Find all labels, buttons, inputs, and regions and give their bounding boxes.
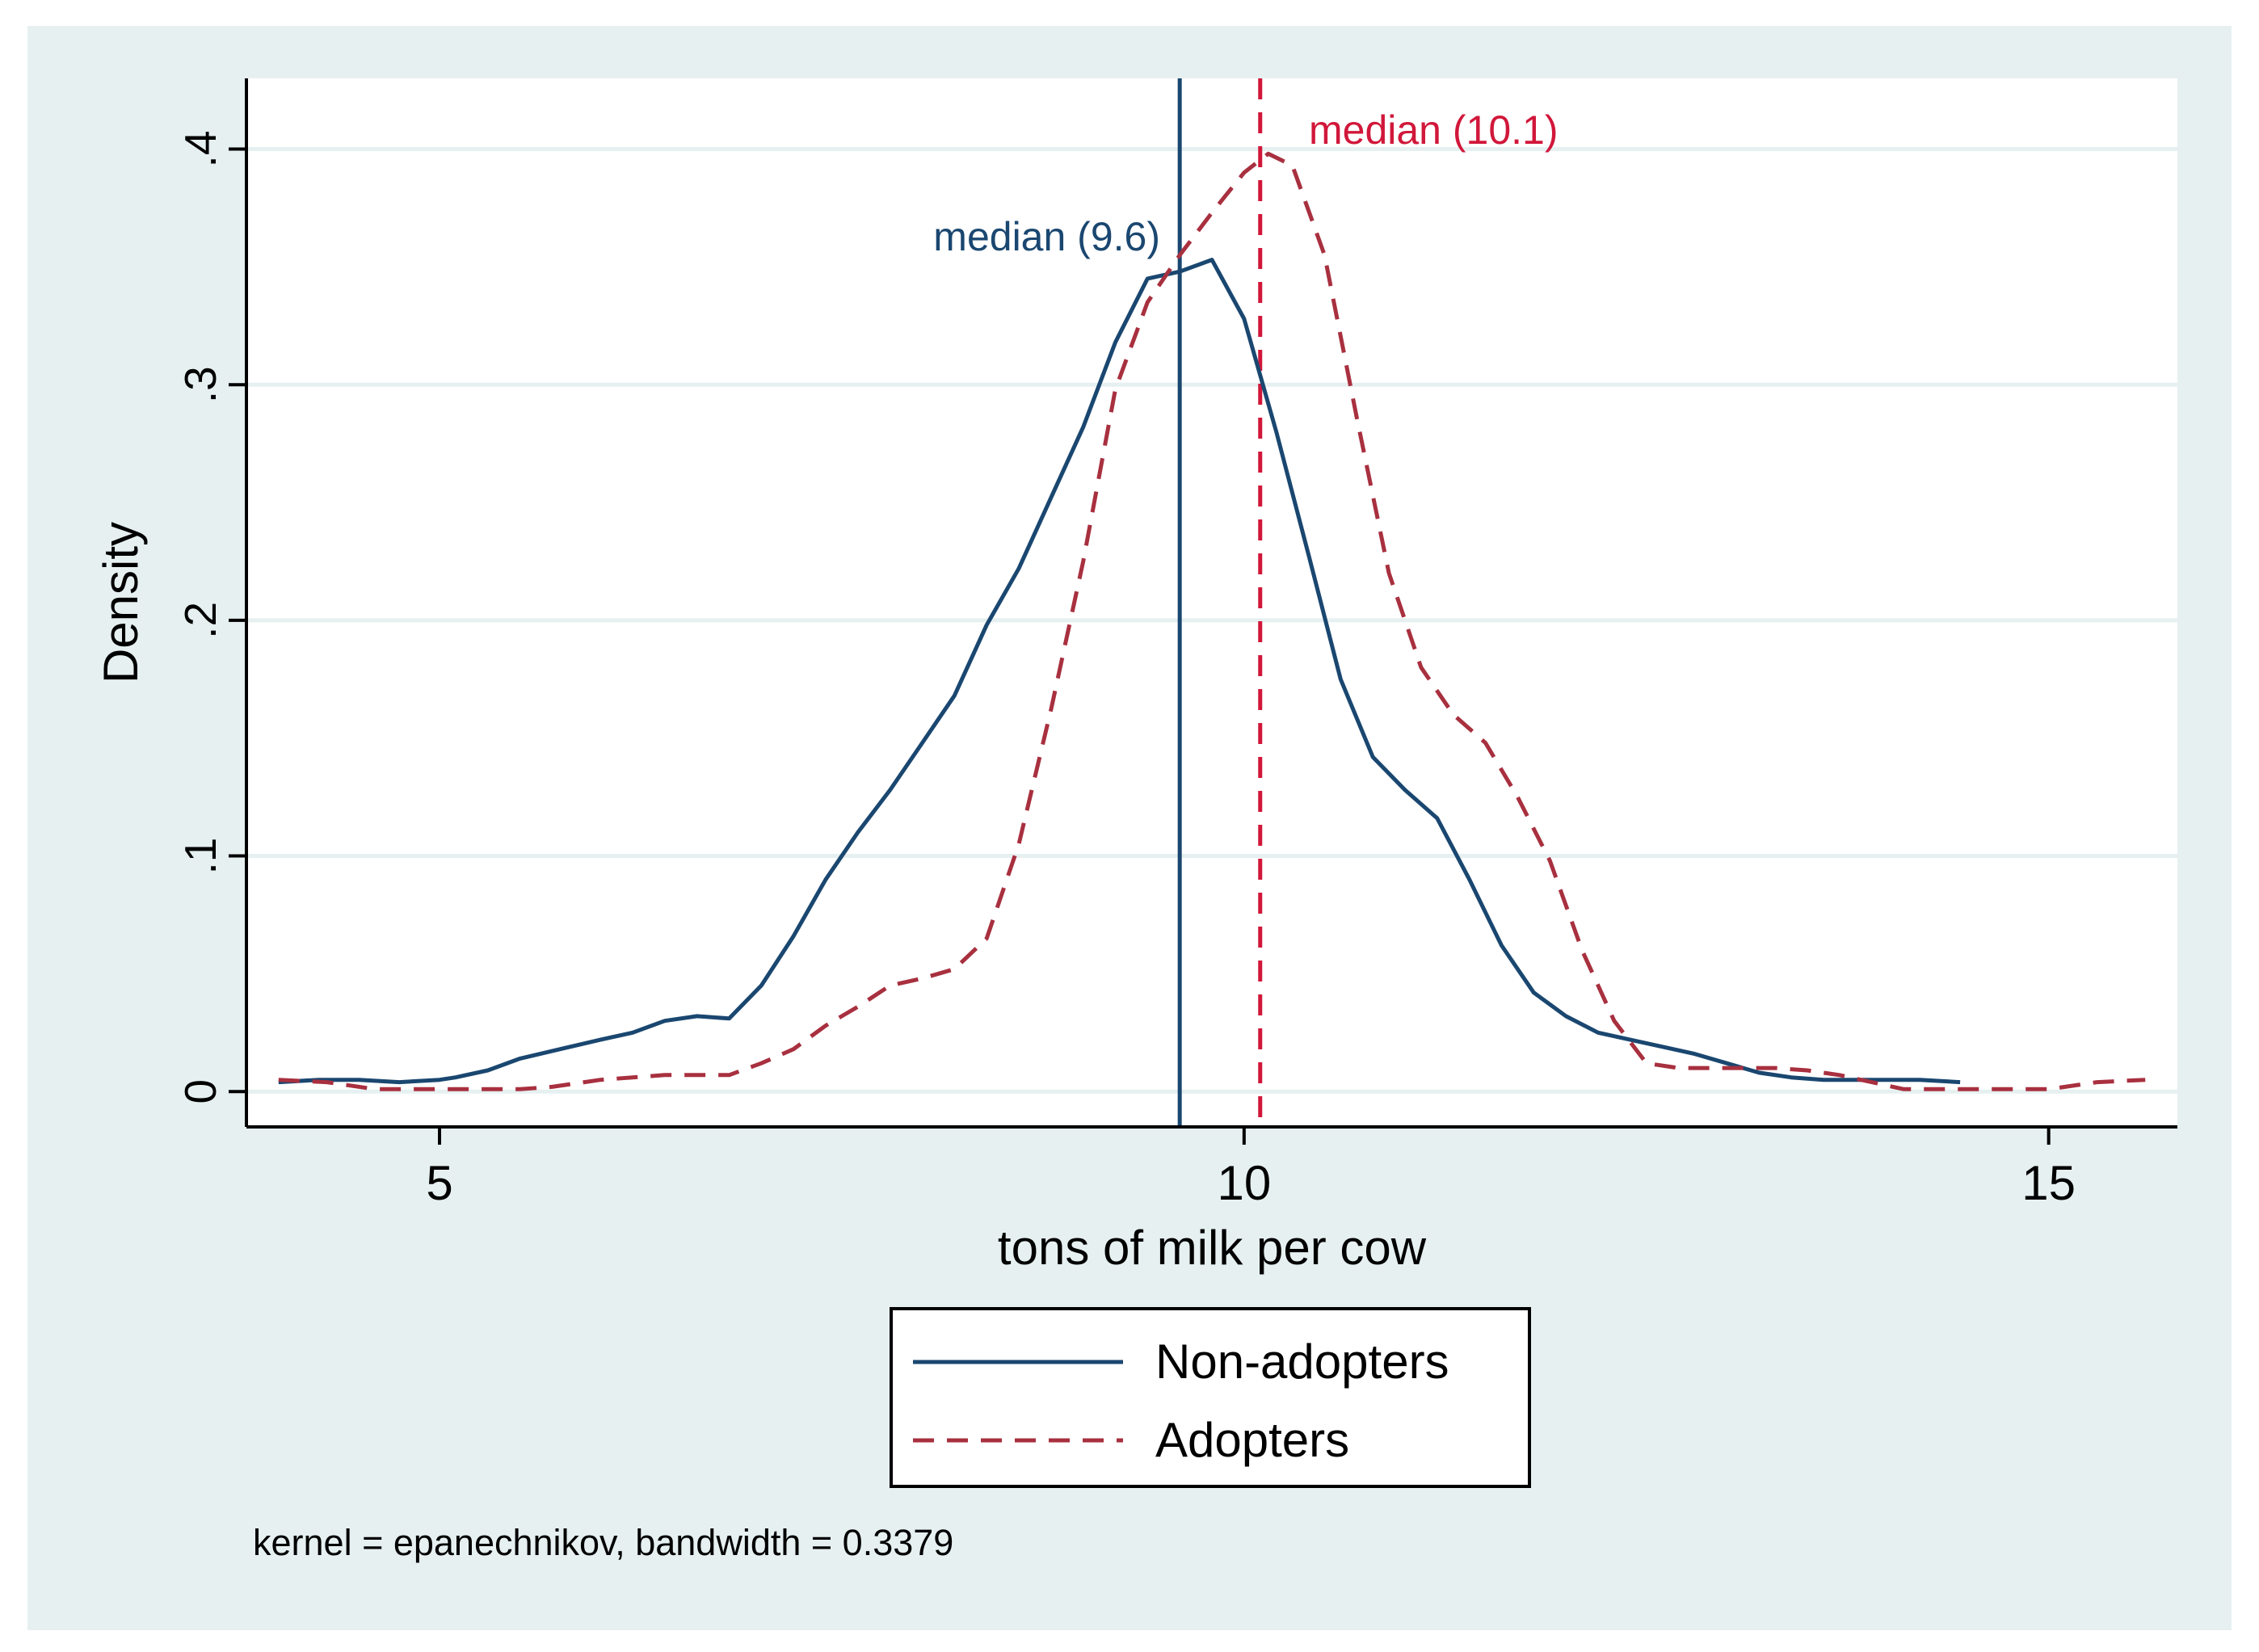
y-tick-label-1: .1: [175, 838, 225, 875]
legend: Non-adopters Adopters: [890, 1307, 1531, 1488]
axis-ticks: 0 .1 .2 .3 .4 5 10 15: [175, 131, 2076, 1210]
y-tick-label-3: .3: [175, 366, 225, 403]
density-curves: [278, 151, 2146, 1091]
plot-area-background: [246, 78, 2177, 1127]
series-line-non-adopters: [278, 258, 1961, 1085]
y-tick-label-0: 0: [175, 1079, 225, 1104]
legend-label-non-adopters: Non-adopters: [1155, 1335, 1449, 1389]
x-tick-label-1: 10: [1217, 1156, 1271, 1210]
axes: [245, 78, 2177, 1129]
grid-lines: [246, 147, 2177, 1094]
x-axis-title: tons of milk per cow: [998, 1221, 1427, 1275]
legend-box: [890, 1307, 1531, 1488]
y-tick-label-4: .4: [175, 131, 225, 168]
x-tick-label-0: 5: [426, 1156, 452, 1210]
y-tick-label-2: .2: [175, 602, 225, 639]
series-line-adopters: [278, 151, 2146, 1091]
median-non-adopters-label: median (9.6): [933, 214, 1160, 259]
kernel-note: kernel = epanechnikov, bandwidth = 0.337…: [253, 1522, 953, 1563]
x-tick-label-2: 15: [2021, 1156, 2076, 1210]
legend-label-adopters: Adopters: [1155, 1413, 1349, 1467]
median-adopters-label: median (10.1): [1309, 107, 1559, 153]
y-axis-title: Density: [94, 522, 148, 683]
annotations: median (9.6) median (10.1) tons of milk …: [94, 107, 1559, 1563]
